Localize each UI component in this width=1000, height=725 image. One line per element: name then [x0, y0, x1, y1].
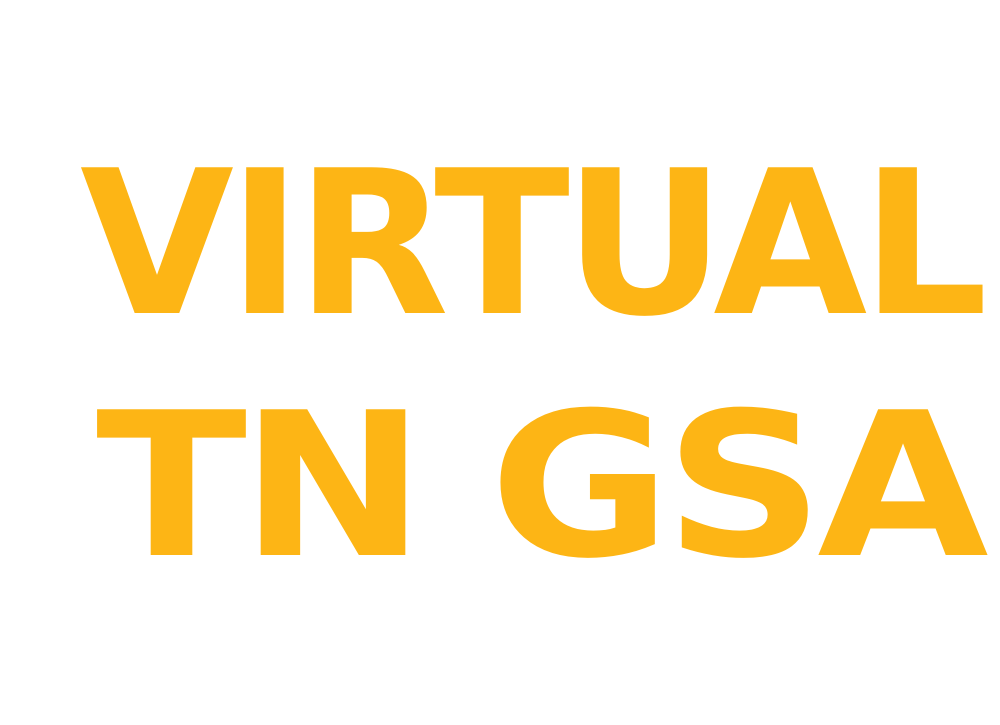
logo-line-virtual: VIRTUAL	[80, 128, 983, 361]
logo-line-tn-gsa: TN GSA	[96, 370, 988, 603]
